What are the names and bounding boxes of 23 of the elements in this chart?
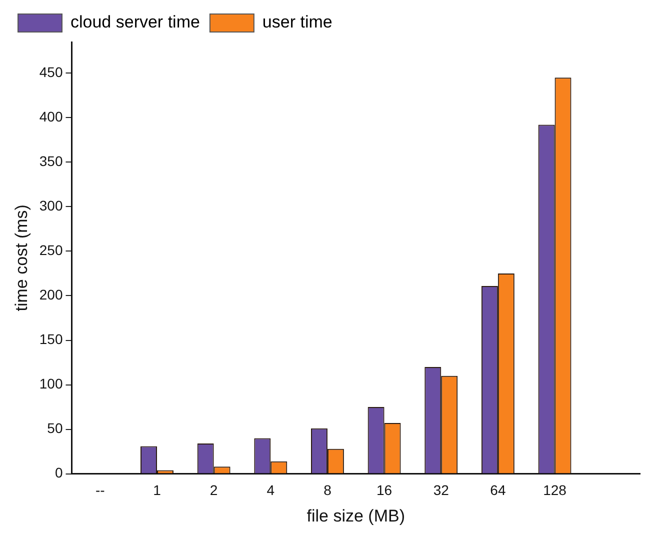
y-tick-label: 200	[39, 286, 63, 303]
y-tick-label: 150	[39, 331, 63, 348]
x-tick-label: 2	[210, 482, 218, 498]
x-tick-label: 128	[543, 482, 567, 498]
y-tick-label: 300	[39, 198, 63, 214]
y-tick-label: 0	[54, 464, 63, 481]
legend-label: cloud server time	[70, 12, 200, 32]
y-tick-label: 100	[39, 376, 63, 392]
x-tick-label: --	[96, 482, 106, 498]
y-tick-label: 350	[39, 153, 63, 170]
y-tick-label: 400	[39, 108, 63, 125]
x-tick-label: 8	[324, 482, 332, 498]
x-tick-label: 16	[376, 482, 392, 498]
x-tick-label: 4	[266, 482, 275, 498]
legend-label: user time	[262, 12, 332, 32]
x-axis-title: file size (MB)	[306, 506, 405, 526]
x-tick-label: 64	[490, 482, 506, 498]
y-axis-title: time cost (ms)	[12, 204, 31, 312]
y-tick-label: 450	[39, 64, 63, 80]
x-tick-label: 32	[433, 482, 450, 498]
x-tick-label: 1	[153, 482, 162, 498]
y-tick-label: 250	[39, 242, 63, 258]
y-tick-label: 50	[47, 420, 63, 436]
